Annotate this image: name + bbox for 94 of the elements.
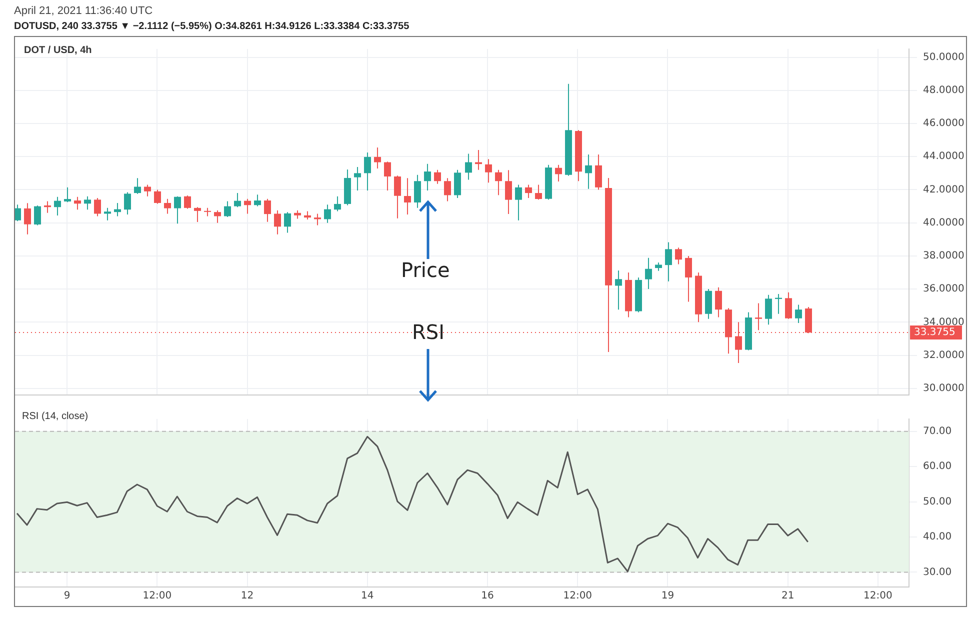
candlestick <box>74 196 81 210</box>
candlestick <box>334 196 341 212</box>
candlestick <box>404 178 411 216</box>
candlestick <box>535 184 542 200</box>
candlestick <box>34 204 41 226</box>
candlestick <box>194 206 201 222</box>
x-tick-label: 14 <box>361 590 374 602</box>
candlestick <box>515 184 522 221</box>
y-tick-label: 44.0000 <box>923 151 964 162</box>
candlestick <box>64 186 71 203</box>
y-tick-label: 32.0000 <box>923 350 964 361</box>
candlestick <box>755 302 762 331</box>
candlestick <box>284 212 291 234</box>
candlestick <box>154 189 161 204</box>
x-tick-label: 12:00 <box>563 590 592 602</box>
candlestick <box>254 194 261 207</box>
y-tick-label: 30.0000 <box>923 382 964 394</box>
annotation: Price <box>401 258 450 282</box>
text: April 21, 2021 11:36:40 UTC <box>14 5 153 17</box>
chart-title: RSI (14, close) <box>22 411 88 422</box>
candlestick <box>384 161 391 192</box>
candlestick <box>104 207 111 221</box>
candlestick <box>94 197 101 217</box>
y-tick-label: 30.00 <box>923 566 952 578</box>
candlestick <box>765 294 772 326</box>
candlestick <box>314 213 321 226</box>
candlestick <box>705 288 712 320</box>
candlestick <box>505 170 512 215</box>
x-tick-label: 19 <box>661 590 674 602</box>
candlestick <box>374 147 381 170</box>
candlestick <box>715 286 722 318</box>
candlestick <box>144 184 151 197</box>
y-tick-label: 36.0000 <box>923 284 964 295</box>
candlestick <box>134 178 141 194</box>
x-tick-label: 9 <box>64 590 70 602</box>
y-tick-label: 40.00 <box>923 532 952 543</box>
candlestick <box>274 210 281 235</box>
candlestick <box>525 184 532 198</box>
candlestick <box>424 163 431 192</box>
candlestick <box>414 174 421 208</box>
x-tick-label: 21 <box>781 590 794 602</box>
candlestick <box>495 169 502 196</box>
candlestick <box>585 154 592 190</box>
y-tick-label: 40.0000 <box>923 217 964 228</box>
candlestick <box>454 169 461 198</box>
candlestick <box>665 242 672 282</box>
candlestick <box>44 200 51 214</box>
candlestick <box>234 192 241 208</box>
x-tick-label: 12:00 <box>864 590 892 602</box>
y-tick-label: 50.00 <box>923 496 952 508</box>
annotation: RSI <box>412 320 444 344</box>
y-tick-label: 48.0000 <box>923 84 964 96</box>
candlestick <box>324 204 331 224</box>
candlestick <box>465 153 472 180</box>
candlestick <box>434 169 441 184</box>
y-tick-label: 60.00 <box>923 461 952 472</box>
chart-title: DOT / USD, 4h <box>24 45 92 56</box>
candlestick <box>475 149 482 170</box>
y-tick-label: 50.0000 <box>923 52 964 63</box>
candlestick <box>264 198 271 222</box>
candlestick <box>795 304 802 324</box>
candlestick <box>444 178 451 202</box>
candlestick <box>164 198 171 214</box>
candlestick <box>354 166 361 192</box>
candlestick <box>224 200 231 218</box>
candlestick <box>244 198 251 214</box>
x-tick-label: 16 <box>481 590 494 602</box>
candlestick <box>485 158 492 184</box>
candlestick <box>785 292 792 320</box>
y-tick-label: 42.0000 <box>923 184 964 196</box>
candlestick <box>214 210 221 224</box>
candlestick <box>54 196 61 216</box>
candlestick <box>84 196 91 210</box>
candlestick <box>555 164 562 182</box>
candlestick <box>174 196 181 224</box>
x-tick-label: 12:00 <box>142 590 172 602</box>
ref-line-label: 33.3755 <box>914 327 956 338</box>
candlestick <box>394 175 401 219</box>
candlestick <box>615 270 622 310</box>
candlestick <box>124 192 131 216</box>
y-tick-label: 38.0000 <box>923 250 964 262</box>
candlestick <box>364 152 371 192</box>
x-tick-label: 12 <box>240 590 254 602</box>
text: DOTUSD, 240 33.3755 ▼ −2.1112 (−5.95%) O:34.8261 H:34.9126 L:33.3384 C:33.3755 <box>14 21 410 32</box>
y-tick-label: 34.0000 <box>923 316 964 328</box>
y-tick-label: 70.00 <box>923 426 952 437</box>
y-tick-label: 46.0000 <box>923 118 964 130</box>
candlestick <box>645 257 652 290</box>
candlestick <box>685 255 692 302</box>
candlestick <box>595 154 602 190</box>
candlestick <box>184 195 191 210</box>
candlestick <box>15 204 21 222</box>
candlestick <box>675 247 682 265</box>
candlestick <box>24 202 31 235</box>
